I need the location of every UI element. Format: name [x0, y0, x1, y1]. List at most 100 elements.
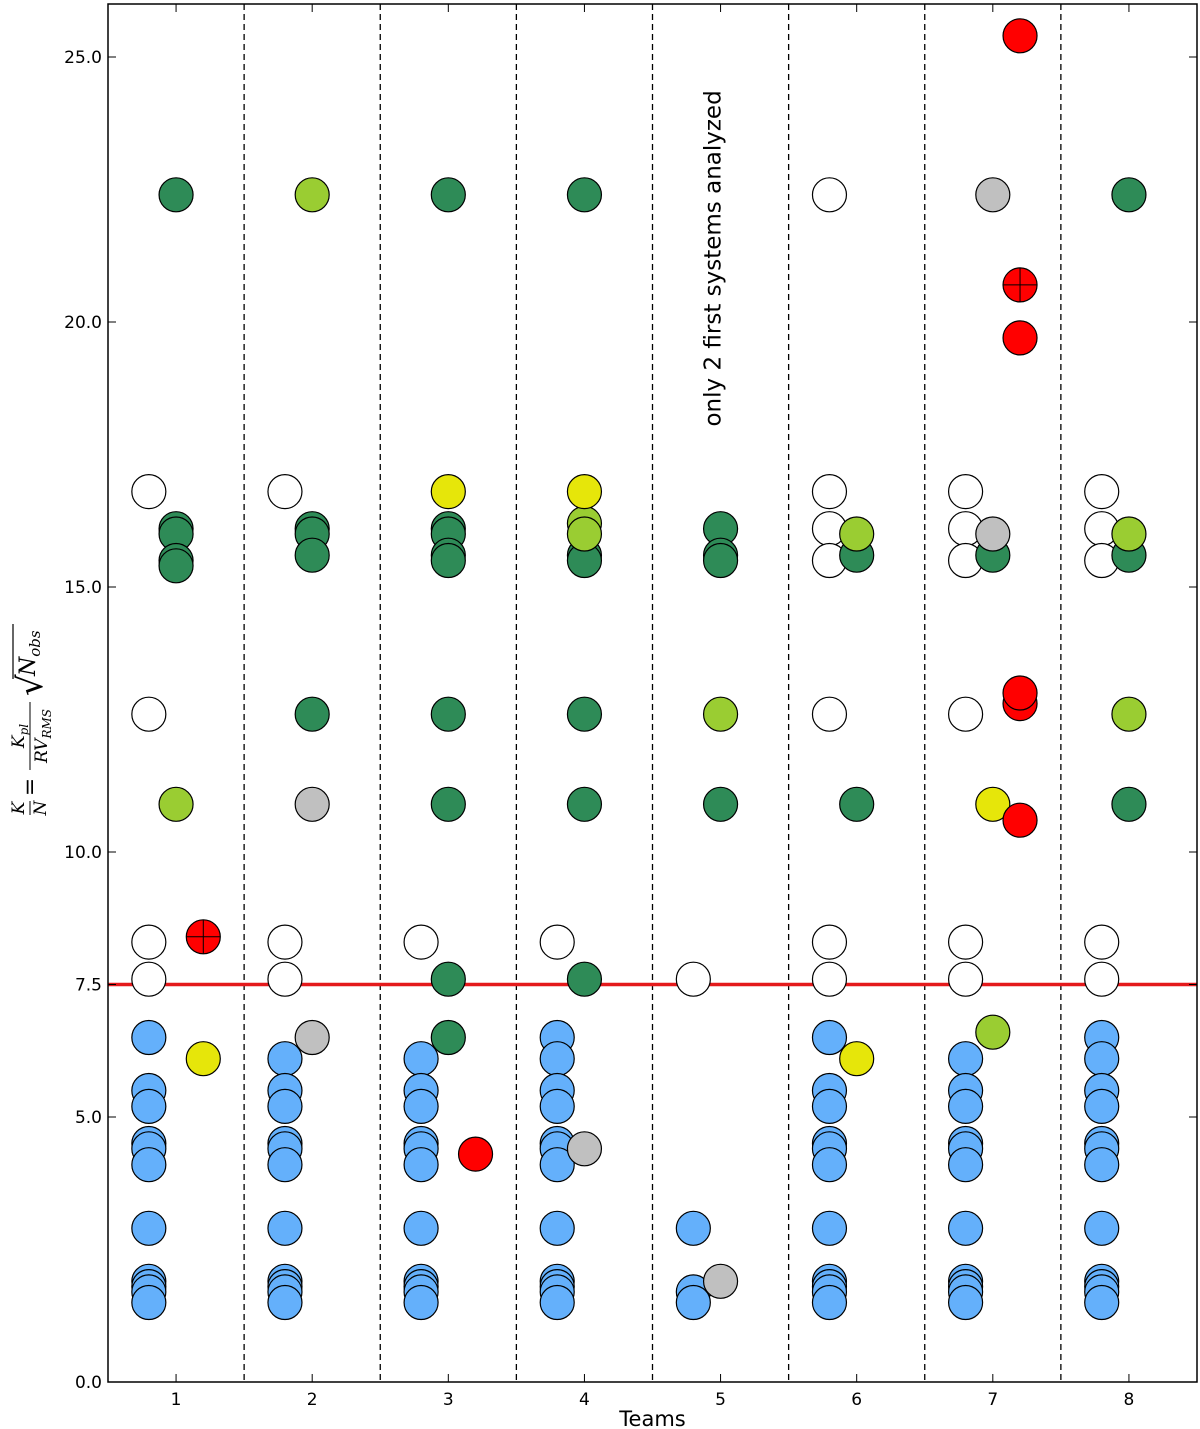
ylabel-frac-den: RVRMS: [32, 709, 54, 764]
marker-blue-7: [131, 1210, 167, 1246]
marker-white-8: [403, 924, 439, 960]
marker-white-16: [811, 924, 848, 960]
marker-white-1: [131, 474, 167, 510]
marker-white-24: [1084, 474, 1120, 510]
marker-white-9: [539, 924, 575, 960]
marker-white-21: [947, 696, 984, 732]
marker-blue-55: [811, 1210, 848, 1246]
marker-yellow-1: [185, 1041, 221, 1077]
marker-blue-17: [267, 1147, 303, 1183]
marker-yellow-4: [839, 1041, 875, 1077]
ylabel-lhs-num: K: [9, 800, 29, 815]
marker-lightgreen-2: [294, 177, 330, 213]
ylabel-equals: =: [18, 778, 43, 796]
marker-blue-29: [403, 1210, 439, 1246]
marker-blue-45: [539, 1284, 575, 1321]
marker-darkgreen-30: [839, 786, 875, 822]
marker-lightgreen-7: [975, 1014, 1011, 1050]
y-tick-label-25.0: 25.0: [64, 48, 102, 68]
marker-darkgreen-24: [566, 961, 603, 997]
ylabel-radical: √: [11, 674, 51, 696]
marker-darkgreen-23: [566, 786, 603, 822]
ylabel-den-sub: RMS: [40, 709, 54, 740]
ylabel-frac-num: Kpl: [9, 724, 31, 749]
marker-white-5: [267, 474, 303, 510]
x-tick-label-7: 7: [987, 1390, 998, 1410]
ylabel-den-rv: RV: [32, 737, 52, 764]
axis-ticks: 1 2 3 4 5 6 7 8 0.0 5.0 10.0 15.0 20.0 25.0 7.5: [64, 4, 1197, 1410]
marker-darkgreen-14: [430, 542, 466, 579]
marker-blue-35: [539, 1041, 575, 1077]
x-tick-label-3: 3: [443, 1390, 454, 1410]
marker-darkgreen-22: [566, 696, 603, 732]
marker-blue-23: [403, 1041, 439, 1077]
marker-gray-3: [566, 1131, 603, 1167]
marker-darkgreen-17: [430, 961, 466, 997]
marker-red-5: [1002, 675, 1038, 711]
x-tick-label-5: 5: [715, 1390, 726, 1410]
ylabel-lhs-den: N: [31, 799, 51, 816]
marker-white-11: [811, 177, 848, 213]
marker-gray-2: [294, 1019, 330, 1056]
marker-blue-66: [947, 1210, 984, 1246]
marker-white-6: [267, 924, 303, 960]
marker-blue-46: [675, 1210, 711, 1246]
marker-gray-1: [294, 786, 330, 822]
y-tick-label-20.0: 20.0: [64, 313, 102, 333]
marker-blue-3: [131, 1088, 167, 1125]
marker-white-15: [811, 696, 848, 732]
x-tick-label-1: 1: [171, 1390, 182, 1410]
marker-white-7: [267, 961, 303, 997]
marker-blue-72: [1084, 1041, 1120, 1077]
marker-blue-18: [267, 1210, 303, 1246]
marker-blue-78: [1084, 1210, 1120, 1246]
marker-darkgreen-5: [158, 548, 194, 584]
ylabel-radicand-n: N: [16, 656, 41, 677]
y-tick-label-10.0: 10.0: [64, 843, 102, 863]
marker-white-27: [1084, 924, 1120, 960]
marker-lightgreen-8: [1111, 516, 1147, 552]
marker-red-1: [457, 1136, 494, 1172]
marker-darkgreen-15: [430, 696, 466, 732]
marker-blue-54: [811, 1147, 848, 1183]
x-tick-label-6: 6: [851, 1390, 862, 1410]
marker-blue-48: [675, 1284, 711, 1321]
marker-gray-5: [975, 177, 1011, 213]
marker-blue-11: [131, 1284, 167, 1321]
marker-lightgreen-5: [702, 696, 739, 732]
marker-darkgreen-9: [294, 696, 330, 732]
marker-darkgreen-8: [294, 537, 330, 573]
marker-blue-82: [1084, 1284, 1120, 1321]
marker-blue-22: [267, 1284, 303, 1321]
marker-darkgreen-18: [430, 1019, 466, 1056]
marker-lightgreen-6: [839, 516, 875, 552]
marker-blue-65: [947, 1147, 984, 1183]
marker-white-17: [811, 961, 848, 997]
marker-blue-49: [811, 1019, 848, 1056]
ylabel-radicand-sub: obs: [26, 630, 44, 657]
marker-white-23: [947, 961, 984, 997]
marker-yellow-2: [430, 474, 466, 510]
marker-blue-28: [403, 1147, 439, 1183]
x-tick-label-2: 2: [307, 1390, 318, 1410]
marker-white-3: [131, 924, 167, 960]
ylabel-num-sub: pl: [17, 724, 31, 736]
marker-blue-12: [267, 1041, 303, 1077]
marker-blue-70: [947, 1284, 984, 1321]
marker-yellow-5: [975, 786, 1011, 822]
y-tick-label-0.0: 0.0: [75, 1373, 102, 1393]
marker-blue-40: [539, 1147, 575, 1183]
marker-blue-14: [267, 1088, 303, 1125]
marker-darkgreen-28: [702, 786, 739, 822]
x-tick-label-4: 4: [579, 1390, 590, 1410]
ylabel-num-k: K: [9, 734, 29, 749]
marker-red-2: [1002, 18, 1038, 54]
ylabel-radicand: Nobs: [16, 630, 44, 677]
marker-blue-77: [1084, 1147, 1120, 1183]
marker-blue-74: [1084, 1088, 1120, 1125]
marker-darkgreen-32: [1111, 177, 1147, 213]
marker-blue-59: [811, 1284, 848, 1321]
marker-darkgreen-1: [158, 177, 194, 213]
marker-white-12: [811, 474, 848, 510]
